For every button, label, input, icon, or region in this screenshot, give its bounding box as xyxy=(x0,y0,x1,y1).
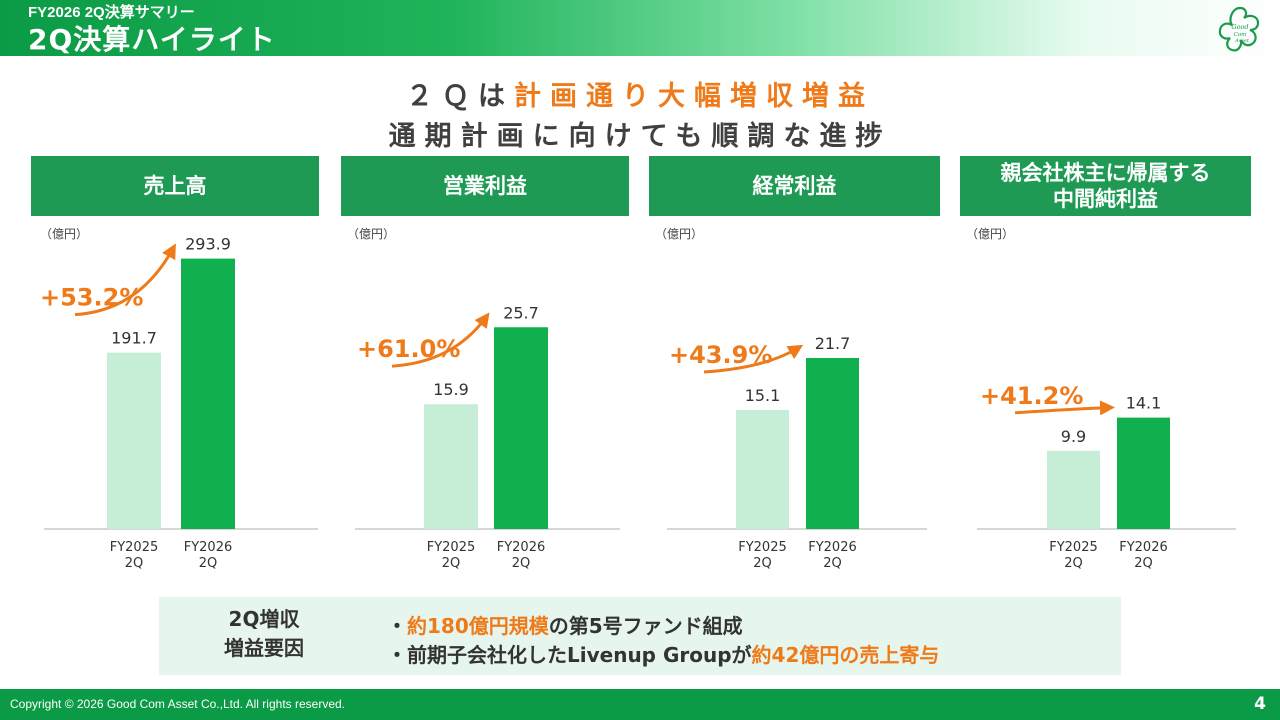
growth-factors-box: 2Q増収 増益要因 ・約180億円規模の第5号ファンド組成 ・前期子会社化したL… xyxy=(159,597,1121,675)
page-number: 4 xyxy=(1254,694,1266,714)
unit-label: （億円） xyxy=(655,227,704,241)
category-label: 2Q xyxy=(1134,556,1153,571)
category-label: 2Q xyxy=(512,556,531,571)
panel-title-operating-profit: 営業利益 xyxy=(341,156,629,216)
panel-title-text: 営業利益 xyxy=(443,174,527,198)
factor-accent: 約42億円の売上寄与 xyxy=(751,643,940,667)
bullet: ・ xyxy=(387,614,407,638)
headline-line1: ２Ｑは計画通り大幅増収増益 xyxy=(0,74,1280,113)
growth-arrow xyxy=(74,243,176,317)
bar-fy2026 xyxy=(494,327,548,529)
bar-fy2025 xyxy=(1047,450,1100,529)
category-label: FY2025 xyxy=(110,540,159,555)
factor-text: 前期子会社化したLivenup Groupが xyxy=(407,643,752,667)
unit-label: （億円） xyxy=(40,227,89,241)
data-label: 25.7 xyxy=(503,303,539,322)
factor-accent: 約180億円規模 xyxy=(407,614,549,638)
panel-title-text: 売上高 xyxy=(143,174,207,198)
factor-item-fund: ・約180億円規模の第5号ファンド組成 xyxy=(387,610,743,639)
headline-line2: 通期計画に向けても順調な進捗 xyxy=(388,121,892,152)
unit-label: （億円） xyxy=(966,227,1015,241)
headline-prefix: ２Ｑは xyxy=(406,81,514,112)
category-label: FY2026 xyxy=(1119,540,1168,555)
data-label: 293.9 xyxy=(185,235,231,254)
data-label: 21.7 xyxy=(815,334,851,353)
panel-title-text: 経常利益 xyxy=(752,174,837,198)
bar-fy2026 xyxy=(181,258,235,529)
bar-fy2025 xyxy=(424,404,478,529)
bar-fy2025 xyxy=(107,352,161,529)
panel-title-text: 中間純利益 xyxy=(1053,187,1158,211)
data-label: 15.1 xyxy=(745,386,781,405)
bar-fy2026 xyxy=(1117,417,1170,529)
category-label: FY2026 xyxy=(184,540,233,555)
category-label: 2Q xyxy=(753,556,772,571)
category-label: 2Q xyxy=(125,556,144,571)
growth-arrow xyxy=(703,344,804,374)
growth-rate: +41.2% xyxy=(980,382,1083,410)
factors-label: 2Q増収 増益要因 xyxy=(219,605,309,663)
svg-text:Com: Com xyxy=(1234,32,1247,38)
data-label: 9.9 xyxy=(1061,427,1086,446)
factor-item-livenup: ・前期子会社化したLivenup Groupが約42億円の売上寄与 xyxy=(387,639,939,668)
data-label: 14.1 xyxy=(1126,394,1162,413)
data-label: 191.7 xyxy=(111,329,157,348)
category-label: 2Q xyxy=(1064,556,1083,571)
unit-label: （億円） xyxy=(347,227,396,241)
factors-label-line: 2Q増収 xyxy=(228,607,300,631)
growth-rate: +61.0% xyxy=(357,335,460,363)
panel-title-sales: 売上高 xyxy=(31,156,319,216)
category-label: 2Q xyxy=(823,556,842,571)
headline-accent: 計画通り大幅増収増益 xyxy=(514,81,874,112)
growth-rate: +43.9% xyxy=(669,341,772,369)
copyright-text: Copyright © 2026 Good Com Asset Co.,Ltd.… xyxy=(10,697,346,711)
header-bar: FY2026 2Q決算サマリー 2Q決算ハイライト xyxy=(0,0,1280,56)
category-label: FY2025 xyxy=(738,540,787,555)
bar-fy2025 xyxy=(736,410,789,529)
category-label: FY2025 xyxy=(1049,540,1098,555)
company-logo: Good Com Asset xyxy=(1218,6,1260,52)
growth-arrow xyxy=(391,312,490,368)
growth-arrow xyxy=(1014,400,1115,416)
panel-title-net-income: 親会社株主に帰属する 中間純利益 xyxy=(960,156,1251,216)
header-subtitle: FY2026 2Q決算サマリー xyxy=(28,4,195,21)
category-label: 2Q xyxy=(442,556,461,571)
bullet: ・ xyxy=(387,643,407,667)
factors-label-line: 増益要因 xyxy=(224,636,304,660)
growth-rate: +53.2% xyxy=(40,284,143,312)
svg-text:Good: Good xyxy=(1231,23,1248,31)
category-label: 2Q xyxy=(199,556,218,571)
footer-bar: Copyright © 2026 Good Com Asset Co.,Ltd.… xyxy=(0,689,1280,720)
panel-title-text: 親会社株主に帰属する xyxy=(1000,161,1211,185)
factor-text: の第5号ファンド組成 xyxy=(548,614,743,638)
page-title: 2Q決算ハイライト xyxy=(28,23,276,56)
data-label: 15.9 xyxy=(433,380,469,399)
category-label: FY2026 xyxy=(497,540,546,555)
svg-text:Asset: Asset xyxy=(1234,38,1250,44)
category-label: FY2026 xyxy=(808,540,857,555)
category-label: FY2025 xyxy=(427,540,476,555)
panel-title-ordinary-profit: 経常利益 xyxy=(649,156,940,216)
bar-fy2026 xyxy=(806,358,859,529)
